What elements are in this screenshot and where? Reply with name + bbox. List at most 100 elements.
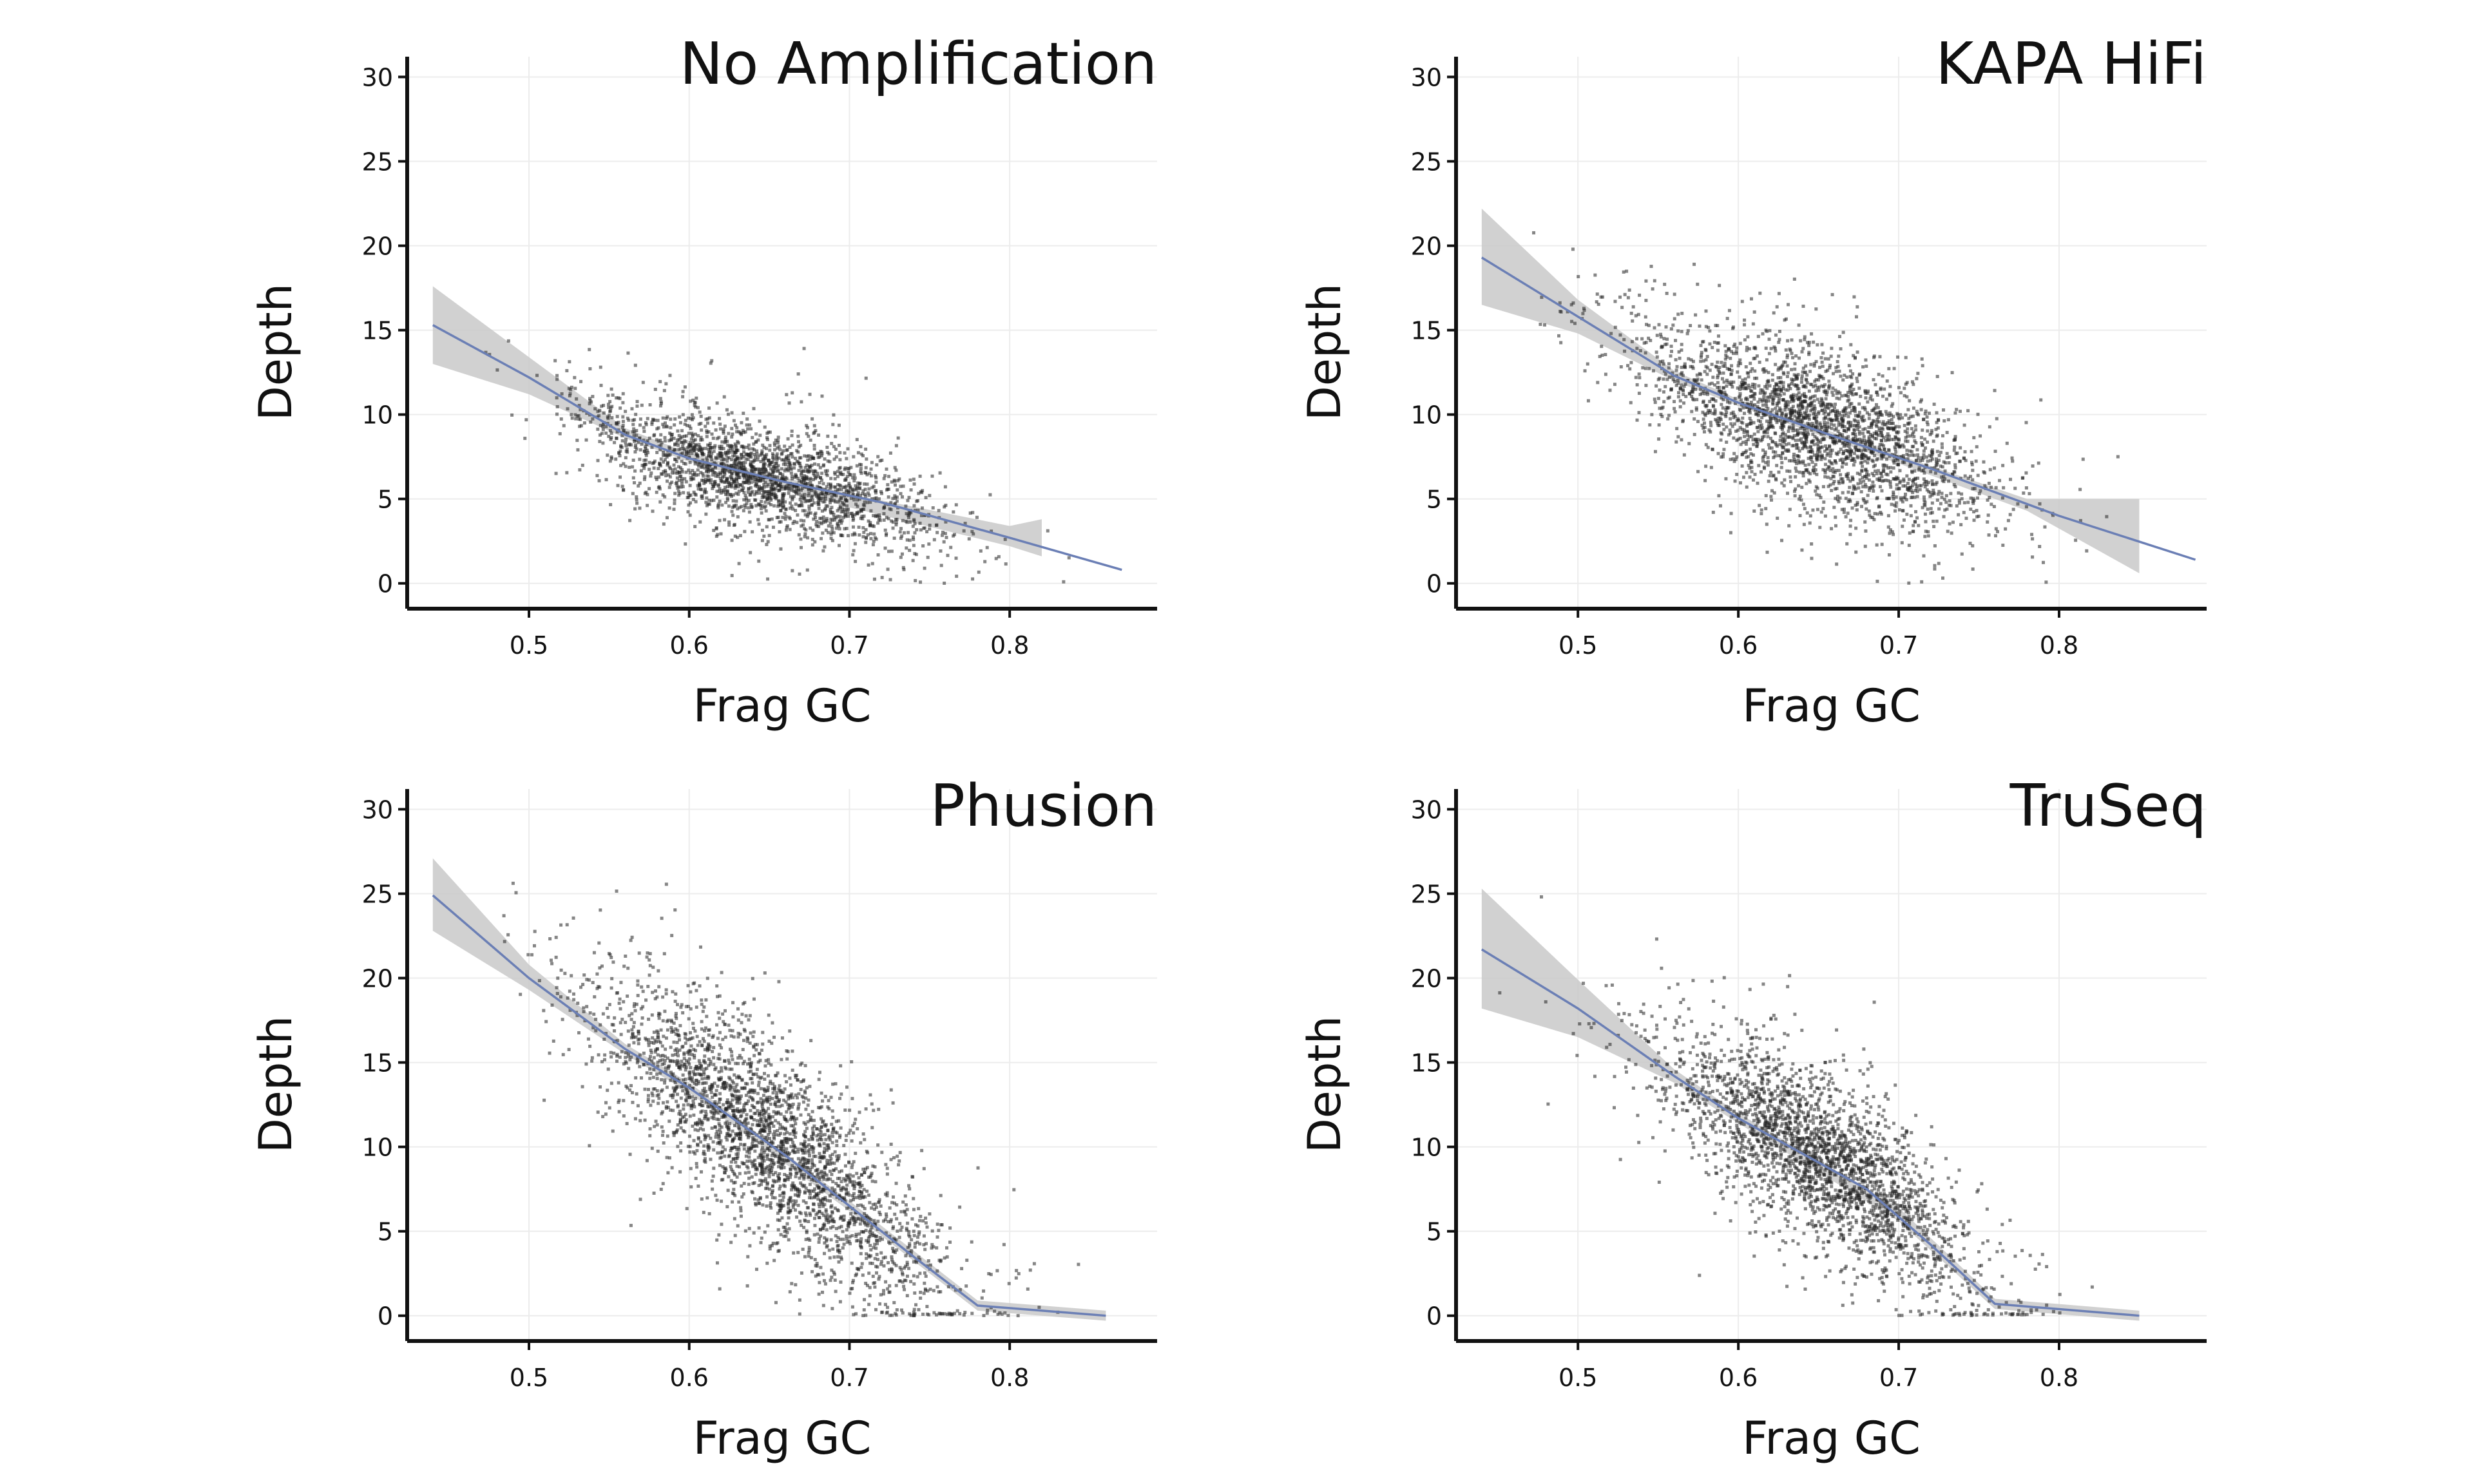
data-point xyxy=(1805,511,1809,515)
data-point xyxy=(851,525,855,529)
data-point xyxy=(2024,505,2028,509)
data-point xyxy=(1899,391,1903,395)
data-point xyxy=(1712,340,1716,344)
data-point xyxy=(598,439,602,443)
data-point xyxy=(632,433,636,437)
data-point xyxy=(1767,379,1770,383)
data-point xyxy=(1791,393,1795,397)
data-point xyxy=(1918,488,1922,491)
data-point xyxy=(704,512,708,516)
data-point xyxy=(1721,386,1725,390)
data-point xyxy=(1841,491,1845,495)
data-point xyxy=(1843,425,1846,429)
data-point xyxy=(714,428,718,432)
data-point xyxy=(1745,455,1749,459)
data-point xyxy=(1906,421,1910,425)
data-point xyxy=(718,444,722,448)
data-point xyxy=(1861,497,1865,501)
data-point xyxy=(810,537,814,541)
data-point xyxy=(895,499,899,503)
data-point xyxy=(1990,485,1993,489)
data-point xyxy=(826,434,830,438)
data-point xyxy=(1964,517,1968,520)
data-point xyxy=(859,463,863,467)
data-point xyxy=(1901,509,1905,513)
data-point xyxy=(760,528,764,532)
data-point xyxy=(771,483,774,487)
data-point xyxy=(615,430,619,433)
data-point xyxy=(733,522,736,526)
data-point xyxy=(1918,459,1922,462)
data-point xyxy=(851,518,855,522)
data-point xyxy=(900,534,904,538)
data-point xyxy=(1865,476,1868,480)
data-point xyxy=(1871,480,1875,484)
data-point xyxy=(714,474,718,478)
data-point xyxy=(607,434,611,438)
data-point xyxy=(1745,485,1749,489)
data-point xyxy=(753,448,756,452)
data-point xyxy=(1755,444,1759,448)
data-point xyxy=(1725,378,1729,382)
data-point xyxy=(1810,440,1814,444)
data-point xyxy=(1840,394,1844,398)
data-point xyxy=(1796,387,1799,391)
data-point xyxy=(1823,429,1827,433)
data-point xyxy=(1708,399,1712,403)
data-point xyxy=(1674,358,1678,362)
data-point xyxy=(687,424,691,428)
data-point xyxy=(875,463,879,467)
data-point xyxy=(1982,470,1986,474)
data-point xyxy=(804,528,808,532)
data-point xyxy=(608,400,612,404)
data-point xyxy=(660,472,664,476)
data-point xyxy=(730,458,734,462)
data-point xyxy=(1937,459,1941,462)
data-point xyxy=(1696,419,1700,423)
data-point xyxy=(1848,533,1852,537)
data-point xyxy=(1828,403,1832,406)
data-point xyxy=(1716,381,1720,385)
data-point xyxy=(1881,394,1884,398)
data-point xyxy=(1716,374,1720,377)
data-point xyxy=(743,506,747,509)
data-point xyxy=(635,404,639,408)
data-point xyxy=(1905,431,1909,435)
data-point xyxy=(908,511,912,515)
data-point xyxy=(853,542,857,546)
data-point xyxy=(2004,527,2008,531)
data-point xyxy=(911,524,915,528)
data-point xyxy=(1877,372,1881,376)
data-point xyxy=(1721,364,1725,368)
data-point xyxy=(757,468,761,471)
data-point xyxy=(1854,448,1858,452)
data-point xyxy=(1804,377,1808,381)
data-point xyxy=(734,484,738,488)
data-point xyxy=(734,491,738,495)
data-point xyxy=(616,484,620,488)
data-point xyxy=(1667,366,1671,370)
data-point xyxy=(1946,418,1950,422)
data-point xyxy=(1945,452,1949,455)
data-point xyxy=(1714,399,1718,403)
data-point xyxy=(1920,580,1924,584)
data-point xyxy=(742,498,746,502)
data-point xyxy=(762,478,765,482)
data-point xyxy=(1784,388,1788,392)
data-point xyxy=(777,456,781,460)
data-point xyxy=(565,368,569,372)
data-point xyxy=(1771,425,1775,429)
data-point xyxy=(1682,401,1686,405)
data-point xyxy=(1852,295,1856,299)
data-point xyxy=(2024,421,2028,424)
data-point xyxy=(828,460,832,464)
data-point xyxy=(729,446,733,450)
data-point xyxy=(859,466,863,470)
data-point xyxy=(1910,470,1913,473)
data-point xyxy=(724,500,728,504)
data-point xyxy=(769,486,773,490)
data-point xyxy=(1953,445,1957,449)
data-point xyxy=(562,424,566,428)
data-point xyxy=(1738,358,1742,362)
data-point xyxy=(730,435,734,439)
